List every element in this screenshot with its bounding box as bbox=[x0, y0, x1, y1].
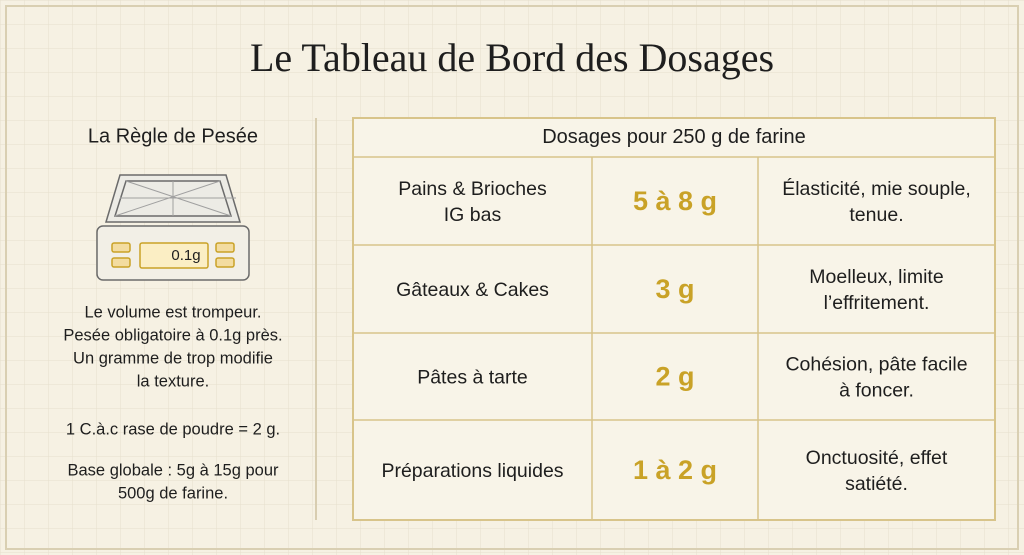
table-header: Dosages pour 250 g de farine bbox=[542, 126, 806, 148]
usage-label: Préparations liquides bbox=[381, 460, 563, 482]
usage-label: Pains & Brioches bbox=[398, 178, 547, 200]
dosage-table: Dosages pour 250 g de farine Pains & Brio… bbox=[352, 117, 996, 521]
scale-display: 0.1g bbox=[171, 247, 200, 264]
effect-label: satiété. bbox=[845, 473, 908, 495]
dose-value: 5 à 8 g bbox=[633, 186, 717, 216]
dose-value: 2 g bbox=[655, 362, 694, 392]
left-text-line: Pesée obligatoire à 0.1g près. bbox=[63, 326, 282, 344]
effect-label: Moelleux, limite bbox=[809, 266, 943, 288]
effect-label: Cohésion, pâte facile bbox=[785, 354, 967, 376]
usage-label: Pâtes à tarte bbox=[417, 367, 528, 389]
left-text: Le volume est trompeur. Pesée obligatoire… bbox=[63, 303, 282, 502]
table-frame bbox=[352, 117, 996, 521]
left-text-line: 1 C.à.c rase de poudre = 2 g. bbox=[66, 420, 280, 438]
left-text-line: Le volume est trompeur. bbox=[84, 303, 261, 321]
scale-illustration bbox=[96, 174, 250, 281]
effect-label: Onctuosité, effet bbox=[806, 447, 948, 469]
title: Le Tableau de Bord des Dosages bbox=[250, 35, 774, 80]
usage-label: Gâteaux & Cakes bbox=[396, 279, 549, 301]
left-text-line: Un gramme de trop modifie bbox=[73, 349, 273, 367]
dose-value: 1 à 2 g bbox=[633, 455, 717, 485]
page-border bbox=[5, 5, 1019, 550]
dose-value: 3 g bbox=[655, 274, 694, 304]
left-text-line: la texture. bbox=[137, 372, 209, 390]
effect-label: l’effritement. bbox=[824, 292, 930, 314]
left-heading: La Règle de Pesée bbox=[88, 125, 258, 147]
left-text-line: Base globale : 5g à 15g pour bbox=[68, 461, 280, 479]
usage-label: IG bas bbox=[444, 204, 502, 226]
left-text-line: 500g de farine. bbox=[118, 484, 228, 502]
effect-label: tenue. bbox=[849, 204, 903, 226]
effect-label: Élasticité, mie souple, bbox=[782, 177, 971, 200]
effect-label: à foncer. bbox=[839, 380, 914, 402]
